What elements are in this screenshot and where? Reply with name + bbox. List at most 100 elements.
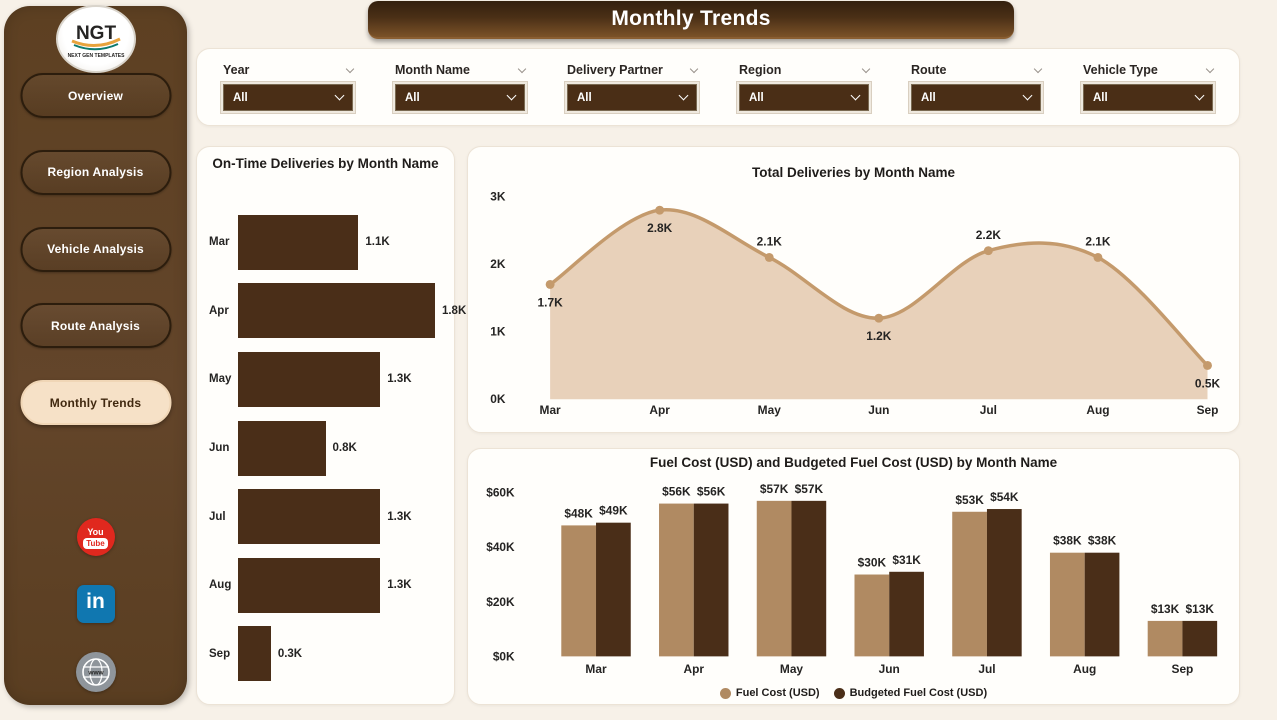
x-axis-tick-label: Sep — [1172, 662, 1194, 676]
bar-fuel-cost-usd-aug[interactable] — [1049, 552, 1085, 657]
filter-label: Region — [739, 63, 782, 77]
x-axis-tick-label: Mar — [540, 403, 562, 417]
x-axis-tick-label: Apr — [649, 403, 670, 417]
total-deliveries-chart-title: Total Deliveries by Month Name — [751, 165, 956, 180]
ontime-row-may: May 1.3K — [209, 345, 450, 414]
x-axis-tick-label: Sep — [1197, 403, 1219, 417]
globe-graphic: www — [81, 658, 110, 686]
data-point-mar[interactable] — [545, 279, 555, 289]
sidebar: NGT NEXT GEN TEMPLATES Overview Region An… — [4, 5, 187, 705]
legend-item-budgeted-fuel-cost-usd[interactable]: Budgeted Fuel Cost (USD) — [833, 687, 987, 699]
filter-dropdown-route[interactable]: All — [911, 84, 1041, 111]
data-label: $48K — [564, 506, 593, 520]
data-label: 1.3K — [387, 510, 412, 523]
bar-sep[interactable] — [238, 626, 271, 682]
bar-jun[interactable] — [238, 420, 326, 476]
data-label: 1.3K — [387, 579, 412, 592]
area-fill[interactable] — [550, 209, 1208, 400]
data-point-sep[interactable] — [1203, 360, 1212, 370]
bar-mar[interactable] — [238, 214, 359, 270]
bar-apr[interactable] — [238, 283, 435, 339]
fuel-chart-legend: Fuel Cost (USD) Budgeted Fuel Cost (USD) — [468, 687, 1239, 699]
filter-dropdown-region[interactable]: All — [739, 84, 869, 111]
data-label: 2.2K — [976, 228, 1002, 242]
category-label: Aug — [209, 579, 232, 592]
ontime-chart-title: On-Time Deliveries by Month Name — [212, 156, 439, 171]
bar-budgeted-fuel-cost-usd-sep[interactable] — [1182, 620, 1218, 657]
sidebar-item-monthly-trends[interactable]: Monthly Trends — [20, 380, 171, 426]
chevron-down-icon[interactable] — [517, 64, 527, 74]
filter-dropdown-year[interactable]: All — [223, 84, 353, 111]
globe-www-text: www — [87, 670, 104, 677]
chevron-down-icon[interactable] — [1033, 64, 1043, 74]
chevron-down-icon[interactable] — [1205, 64, 1215, 74]
data-point-may[interactable] — [764, 252, 774, 262]
website-globe-icon[interactable]: www — [75, 652, 116, 692]
y-axis-tick-label: 3K — [490, 190, 506, 204]
data-point-jun[interactable] — [874, 313, 884, 323]
fuel-cost-chart-title: Fuel Cost (USD) and Budgeted Fuel Cost (… — [649, 455, 1058, 470]
filter-route: Route All — [911, 63, 1043, 111]
chevron-down-icon — [1022, 90, 1033, 101]
sidebar-item-vehicle-analysis[interactable]: Vehicle Analysis — [20, 226, 171, 272]
fuel-cost-chart-card: Fuel Cost (USD) and Budgeted Fuel Cost (… — [467, 448, 1240, 705]
sidebar-item-overview[interactable]: Overview — [20, 73, 171, 118]
chevron-down-icon[interactable] — [689, 64, 699, 74]
linkedin-icon-text: in — [86, 590, 105, 613]
bar-fuel-cost-usd-jul[interactable] — [952, 511, 987, 657]
data-label: $38K — [1053, 534, 1082, 548]
data-label: 1.8K — [441, 304, 467, 317]
data-label: $13K — [1151, 602, 1180, 616]
ontime-row-mar: Mar 1.1K — [209, 208, 450, 277]
logo-swoosh-teal — [73, 43, 118, 51]
data-label: 2.8K — [647, 221, 673, 235]
bar-budgeted-fuel-cost-usd-jul[interactable] — [986, 509, 1022, 657]
bar-fuel-cost-usd-jun[interactable] — [854, 574, 890, 657]
youtube-icon-you: You — [87, 526, 104, 537]
bar-budgeted-fuel-cost-usd-mar[interactable] — [596, 522, 631, 657]
x-axis-tick-label: Aug — [1073, 662, 1096, 676]
data-label: 1.2K — [866, 329, 892, 343]
total-deliveries-chart-plot: 0K 1K 2K 3K Mar Apr May Jun Jul Aug Sep 1.7K 2.8K 2.1… — [490, 190, 1221, 418]
data-label: $49K — [599, 504, 628, 518]
filter-label: Year — [223, 63, 250, 77]
bar-fuel-cost-usd-apr[interactable] — [659, 503, 694, 657]
filter-dropdown-delivery-partner[interactable]: All — [567, 84, 697, 111]
ontime-chart-plot: Mar 1.1K Apr 1.8K May 1.3K Jun 0.8K Jul 1.3K Aug 1.… — [209, 208, 466, 688]
data-point-aug[interactable] — [1093, 252, 1103, 262]
data-label: $54K — [990, 490, 1019, 504]
chevron-down-icon[interactable] — [861, 64, 871, 74]
legend-item-fuel-cost-usd[interactable]: Fuel Cost (USD) — [719, 687, 820, 699]
data-label: 0.5K — [1195, 376, 1221, 390]
x-axis-tick-label: Jun — [868, 403, 889, 417]
bar-budgeted-fuel-cost-usd-jun[interactable] — [889, 571, 924, 657]
bar-budgeted-fuel-cost-usd-may[interactable] — [791, 500, 827, 657]
filter-label: Month Name — [395, 63, 470, 77]
sidebar-item-region-analysis[interactable]: Region Analysis — [20, 149, 171, 195]
youtube-icon[interactable]: You Tube — [76, 518, 115, 556]
bar-fuel-cost-usd-mar[interactable] — [561, 525, 597, 657]
sidebar-item-route-analysis[interactable]: Route Analysis — [20, 303, 171, 349]
y-axis-tick-label: $0K — [493, 649, 515, 663]
bar-fuel-cost-usd-sep[interactable] — [1147, 620, 1183, 657]
ontime-row-jul: Jul 1.3K — [209, 482, 450, 551]
data-label: $53K — [955, 493, 984, 507]
chevron-down-icon — [1194, 90, 1205, 101]
data-label: 1.1K — [365, 236, 390, 249]
data-point-apr[interactable] — [655, 205, 665, 215]
data-label: 1.7K — [538, 295, 564, 309]
bar-may[interactable] — [238, 351, 381, 407]
bar-aug[interactable] — [238, 557, 381, 613]
filter-vehicle-type: Vehicle Type All — [1083, 63, 1215, 111]
linkedin-icon[interactable]: in — [76, 585, 115, 623]
bar-budgeted-fuel-cost-usd-aug[interactable] — [1084, 552, 1120, 657]
y-axis-tick-label: 2K — [490, 257, 506, 271]
filter-dropdown-month-name[interactable]: All — [395, 84, 525, 111]
data-point-jul[interactable] — [983, 246, 993, 256]
chevron-down-icon[interactable] — [345, 64, 355, 74]
x-axis-tick-label: Jun — [879, 662, 900, 676]
bar-fuel-cost-usd-may[interactable] — [756, 500, 792, 657]
bar-jul[interactable] — [238, 489, 381, 545]
filter-dropdown-vehicle-type[interactable]: All — [1083, 84, 1213, 111]
bar-budgeted-fuel-cost-usd-apr[interactable] — [693, 503, 729, 657]
